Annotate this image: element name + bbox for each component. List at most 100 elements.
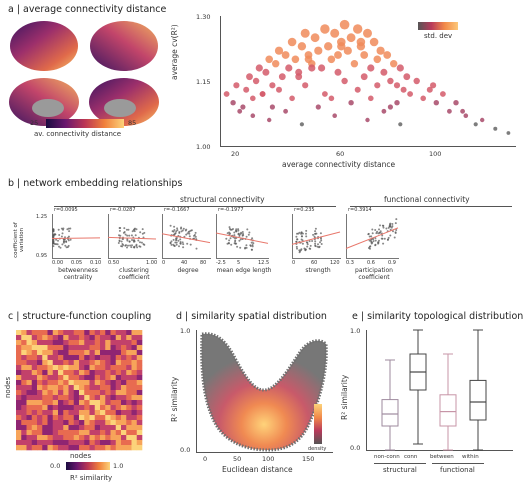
heatmap-cell (84, 415, 90, 421)
panel-b-point (245, 235, 248, 238)
panel-b-point (298, 251, 301, 254)
heatmap-cell (21, 390, 27, 396)
panel-b-point (300, 231, 303, 234)
heatmap-cell (52, 340, 59, 346)
heatmap-cell (110, 405, 117, 411)
heatmap-cell (131, 340, 138, 346)
panel-b-point (121, 243, 124, 245)
panel-b-ytick-bottom: 0.95 (36, 253, 48, 259)
panel-b-xlabel: degree (177, 267, 199, 274)
heatmap-cell (100, 365, 106, 371)
panel-b-point (391, 223, 394, 225)
heatmap-cell (68, 430, 75, 436)
heatmap-cell (26, 385, 33, 391)
panel-b-point (249, 244, 252, 247)
scatter-point (360, 73, 368, 81)
heatmap-cell (47, 375, 54, 381)
heatmap-cell (47, 370, 54, 376)
scatter-point (383, 51, 392, 59)
heatmap-cell (94, 400, 101, 406)
panel-b-subplot (162, 214, 211, 259)
heatmap-cell (31, 430, 38, 436)
heatmap-cell (115, 430, 122, 436)
heatmap-cell (121, 395, 127, 401)
panel-b-point (169, 242, 172, 245)
heatmap-cell (110, 370, 117, 376)
panel-b-scatter (215, 226, 269, 251)
heatmap-cell (131, 415, 138, 421)
heatmap-cell (47, 335, 54, 341)
scatter-point (373, 55, 382, 64)
heatmap-cell (121, 400, 127, 406)
scatter-point (315, 104, 321, 110)
panel-b-xlabel: clustering coefficient (118, 267, 150, 281)
heatmap-cell (126, 405, 132, 411)
panel-b-point (62, 227, 65, 230)
heatmap-cell (115, 405, 122, 411)
heatmap-cell (58, 340, 64, 346)
heatmap-cell (26, 365, 33, 371)
scatter-point (363, 28, 372, 38)
heatmap-cell (131, 410, 138, 416)
heatmap-cell (63, 405, 69, 411)
heatmap-cell (121, 390, 127, 396)
heatmap-cell (31, 370, 38, 376)
heatmap-cell (42, 350, 48, 356)
heatmap-cell (131, 395, 138, 401)
heatmap-cell (115, 410, 122, 416)
scatter-point (343, 46, 352, 55)
heatmap-cell (121, 360, 127, 366)
heatmap-cell (47, 385, 54, 391)
scatter-point (300, 28, 310, 38)
brain-renders (9, 21, 159, 126)
panel-b-point (391, 225, 394, 228)
heatmap-cell (63, 440, 69, 446)
panel-b-point (381, 224, 384, 227)
panel-a-colorbar-label: av. connectivity distance (34, 130, 122, 138)
heatmap-cell (136, 365, 143, 371)
heatmap-cell (42, 335, 48, 341)
panel-b-point (240, 231, 243, 234)
heatmap-cell (115, 435, 122, 441)
panel-b-point (367, 247, 370, 249)
heatmap-cell (21, 435, 27, 441)
panel-b-point (183, 235, 186, 238)
panel-b-xlabel: mean edge length (216, 267, 272, 274)
panel-b-point (371, 228, 374, 231)
heatmap-cell (52, 365, 59, 371)
heatmap-cell (52, 405, 59, 411)
heatmap-cell (94, 335, 101, 341)
heatmap-cell (47, 435, 54, 441)
scatter-plot (223, 19, 511, 135)
heatmap-cell (47, 340, 54, 346)
heatmap-cell (126, 350, 132, 356)
heatmap-cell (68, 360, 75, 366)
heatmap-cell (52, 355, 59, 361)
heatmap-cell (68, 400, 75, 406)
scatter-point (381, 108, 387, 114)
panel-b-point (138, 245, 141, 248)
heatmap-cell (121, 375, 127, 381)
heatmap-cell (47, 410, 54, 416)
heatmap-cell (115, 445, 122, 451)
panel-b-point (130, 234, 133, 237)
panel-b-title: b | network embedding relationships (8, 178, 183, 189)
heatmap-cell (63, 380, 69, 386)
heatmap-cell (115, 395, 122, 401)
panel-e-title: e | similarity topological distribution (352, 311, 524, 322)
panel-b-point (128, 240, 131, 243)
heatmap-cell (31, 390, 38, 396)
scatter-point (433, 100, 439, 106)
heatmap-cell (68, 345, 75, 351)
heatmap-cell (89, 445, 96, 451)
scatter-point (250, 95, 256, 102)
heatmap-cell (79, 330, 85, 336)
heatmap-cell (52, 335, 59, 341)
heatmap-cell (79, 340, 85, 346)
panel-b-point (237, 228, 240, 231)
scatter-point (299, 122, 304, 127)
panel-b-point (312, 233, 315, 236)
heatmap-cell (131, 365, 138, 371)
heatmap-cell (37, 435, 43, 441)
std-dev-colorbar (418, 22, 458, 30)
